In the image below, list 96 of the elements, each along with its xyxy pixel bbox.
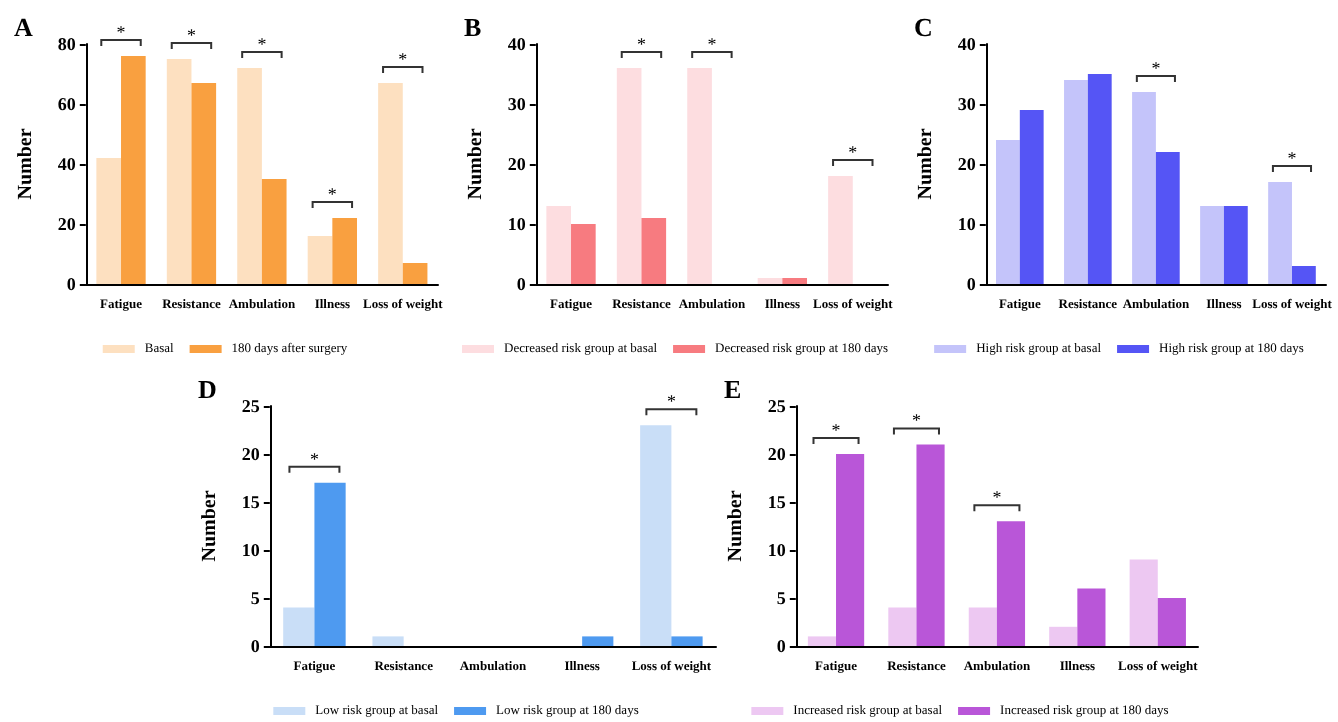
bar [261, 179, 287, 284]
annotation: * [257, 34, 268, 54]
chart-title: E [724, 374, 742, 404]
bar [191, 83, 217, 284]
bar [687, 68, 712, 284]
annotation: * [992, 487, 1003, 508]
annotation: * [1151, 58, 1162, 78]
y-tick-label: 30 [507, 94, 527, 114]
bar [616, 68, 642, 284]
bar [641, 218, 667, 284]
y-tick-label: 15 [241, 492, 261, 512]
bar [671, 636, 703, 646]
y-tick-label: 25 [241, 396, 261, 416]
y-tick-label: 0 [776, 636, 787, 656]
bar [1291, 266, 1316, 284]
y-tick-label: 5 [776, 588, 787, 608]
annotation: * [186, 25, 197, 45]
annotation: * [327, 184, 338, 204]
y-tick-label: 80 [57, 34, 77, 54]
bar [836, 454, 865, 646]
annotation: * [831, 420, 842, 440]
bar [1155, 152, 1180, 284]
bar [372, 636, 404, 646]
y-axis-title: Number [915, 127, 937, 200]
bar [1129, 559, 1158, 646]
bar [307, 236, 333, 284]
bar [582, 636, 614, 646]
bar [888, 607, 917, 646]
annotation: * [911, 410, 922, 431]
y-axis-title: Number [15, 127, 37, 200]
bar [121, 56, 146, 284]
bar [571, 224, 596, 284]
chart-title: D [198, 374, 217, 404]
annotation: * [309, 448, 320, 469]
y-tick-label: 40 [507, 34, 527, 54]
y-tick-label: 0 [516, 274, 527, 294]
bar [968, 607, 997, 646]
bar [314, 482, 346, 646]
y-tick-label: 10 [957, 214, 977, 234]
bar [996, 140, 1020, 284]
bar [1200, 206, 1224, 284]
bar [96, 158, 122, 284]
bar [1157, 598, 1186, 646]
bar [1077, 588, 1106, 646]
bar [166, 59, 192, 284]
annotation: * [398, 49, 409, 69]
bar [237, 68, 262, 284]
bar [1132, 92, 1156, 284]
bar [916, 444, 945, 646]
y-tick-label: 0 [250, 636, 261, 656]
y-axis-title: Number [199, 489, 221, 562]
chart-title: B [464, 12, 482, 42]
y-tick-label: 20 [957, 154, 977, 174]
bar [402, 263, 428, 284]
y-tick-label: 25 [767, 396, 787, 416]
chart-title: A [14, 12, 34, 42]
bar [996, 521, 1026, 646]
y-tick-label: 0 [66, 274, 77, 294]
bar [546, 206, 572, 284]
y-tick-label: 20 [507, 154, 527, 174]
y-tick-label: 20 [241, 444, 261, 464]
y-tick-label: 10 [241, 540, 261, 560]
annotation: * [707, 34, 718, 54]
y-tick-label: 40 [57, 154, 77, 174]
chart-title: C [914, 12, 933, 42]
y-tick-label: 5 [250, 588, 261, 608]
y-tick-label: 0 [966, 274, 977, 294]
bar [378, 83, 403, 284]
y-tick-label: 30 [957, 94, 977, 114]
annotation: * [848, 142, 859, 162]
y-axis-title: Number [465, 127, 487, 200]
annotation: * [636, 34, 647, 54]
bar [757, 278, 783, 284]
annotation: * [666, 391, 677, 412]
bar [1064, 80, 1088, 284]
y-axis-title: Number [725, 489, 747, 562]
bar [1087, 74, 1112, 284]
bar [283, 607, 315, 646]
bar [1019, 110, 1044, 284]
bar [782, 278, 807, 284]
annotation: * [1287, 148, 1298, 168]
y-tick-label: 60 [57, 94, 77, 114]
y-tick-label: 20 [767, 444, 787, 464]
bar [332, 218, 357, 284]
annotation: * [116, 22, 127, 42]
bar [1049, 626, 1078, 646]
bar [1223, 206, 1248, 284]
y-tick-label: 10 [767, 540, 787, 560]
bar [807, 636, 837, 646]
bar [640, 425, 672, 646]
y-tick-label: 15 [767, 492, 787, 512]
bar [828, 176, 853, 284]
y-tick-label: 10 [507, 214, 527, 234]
y-tick-label: 40 [957, 34, 977, 54]
y-tick-label: 20 [57, 214, 77, 234]
bar [1268, 182, 1292, 284]
